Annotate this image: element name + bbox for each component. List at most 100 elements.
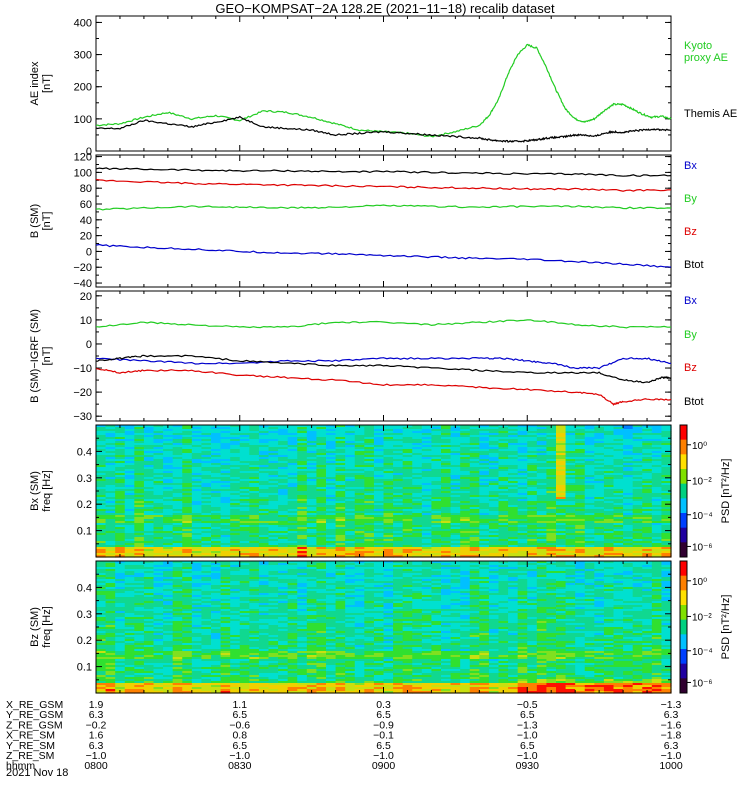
spectrogram-cell [316, 497, 327, 500]
spectrogram-cell [508, 425, 519, 428]
spectrogram-cell [115, 529, 126, 532]
spectrogram-cell [527, 577, 538, 580]
spectrogram-cell [191, 551, 203, 554]
spectrogram-cell [268, 459, 279, 462]
spectrogram-cell [354, 465, 365, 468]
spectrogram-cell [306, 539, 318, 542]
spectrogram-cell [258, 465, 270, 468]
spectrogram-cell [393, 525, 404, 528]
spectrogram-cell [172, 487, 183, 490]
spectrogram-cell [383, 509, 394, 512]
spectrogram-cell [143, 569, 155, 572]
spectrogram-cell [393, 455, 404, 458]
spectrogram-cell [143, 577, 155, 580]
spectrogram-cell [124, 481, 135, 484]
spectrogram-cell [661, 429, 672, 432]
spectrogram-cell [211, 535, 222, 538]
spectrogram-cell [584, 449, 595, 452]
spectrogram-cell [517, 515, 528, 518]
spectrogram-cell [565, 577, 576, 580]
spectrogram-cell [546, 511, 557, 514]
spectrogram-cell [364, 505, 375, 508]
spectrogram-cell [364, 489, 375, 492]
spectrogram-cell [134, 489, 145, 492]
spectrogram-cell [134, 521, 145, 524]
spectrogram-cell [134, 457, 145, 460]
spectrogram-cell [441, 493, 452, 496]
spectrogram-cell [498, 497, 509, 500]
spectrogram-cell [450, 563, 461, 566]
spectrogram-cell [556, 447, 567, 450]
spectrogram-cell [258, 457, 270, 460]
spectrogram-cell [498, 487, 509, 490]
spectrogram-cell [565, 509, 576, 512]
spectrogram-cell [575, 507, 586, 510]
spectrogram-cell [306, 543, 318, 546]
spectrogram-cell [508, 569, 519, 572]
spectrogram-cell [623, 537, 634, 540]
spectrogram-cell [651, 467, 663, 470]
spectrogram-cell [488, 563, 500, 566]
spectrogram-cell [460, 439, 471, 442]
spectrogram-cell [306, 473, 318, 476]
spectrogram-cell [105, 499, 116, 502]
spectrogram-cell [345, 545, 356, 548]
spectrogram-cell [546, 515, 557, 518]
spectrogram-cell [508, 433, 519, 436]
spectrogram-cell [460, 575, 471, 578]
spectrogram-cell [115, 581, 126, 584]
spectrogram-cell [603, 481, 615, 484]
spectrogram-cell [546, 509, 557, 512]
spectrogram-cell [508, 461, 519, 464]
spectrogram-cell [182, 537, 193, 540]
spectrogram-cell [153, 475, 164, 478]
spectrogram-cell [364, 463, 375, 466]
spectrogram-cell [373, 485, 385, 488]
spectrogram-cell [421, 575, 433, 578]
y-tick-label: 100 [74, 114, 92, 126]
spectrogram-cell [211, 437, 222, 440]
spectrogram-cell [460, 547, 471, 550]
spectrogram-cell [153, 551, 164, 554]
spectrogram-cell [249, 561, 260, 564]
spectrogram-cell [613, 529, 624, 532]
spectrogram-cell [326, 445, 337, 448]
spectrogram-cell [278, 459, 289, 462]
spectrogram-cell [124, 447, 135, 450]
spectrogram-cell [517, 463, 528, 466]
spectrogram-cell [584, 491, 595, 494]
spectrogram-cell [115, 467, 126, 470]
spectrogram-cell [632, 529, 643, 532]
spectrogram-cell [345, 495, 356, 498]
spectrogram-cell [182, 507, 193, 510]
spectrogram-cell [594, 443, 605, 446]
spectrogram-cell [143, 479, 155, 482]
spectrogram-cell [345, 499, 356, 502]
spectrogram-cell [326, 441, 337, 444]
spectrogram-cell [373, 519, 385, 522]
spectrogram-cell [623, 451, 634, 454]
spectrogram-cell [383, 499, 394, 502]
spectrogram-cell [421, 517, 433, 520]
spectrogram-cell [383, 515, 394, 518]
spectrogram-cell [603, 483, 615, 486]
spectrogram-cell [191, 441, 203, 444]
spectrogram-cell [268, 427, 279, 430]
legend-entry: By [684, 329, 697, 341]
spectrogram-cell [96, 435, 107, 438]
spectrogram-cell [201, 565, 212, 568]
spectrogram-cell [220, 441, 231, 444]
spectrogram-cell [479, 543, 490, 546]
spectrogram-cell [431, 569, 442, 572]
y-tick-label: 300 [74, 50, 92, 62]
spectrogram-cell [220, 433, 231, 436]
spectrogram-cell [584, 479, 595, 482]
spectrogram-cell [297, 533, 308, 536]
spectrogram-cell [258, 573, 270, 576]
spectrogram-cell [565, 497, 576, 500]
spectrogram-cell [469, 455, 480, 458]
spectrogram-cell [632, 537, 643, 540]
spectrogram-cell [258, 501, 270, 504]
spectrogram-cell [661, 513, 672, 516]
spectrogram-cell [441, 561, 452, 564]
